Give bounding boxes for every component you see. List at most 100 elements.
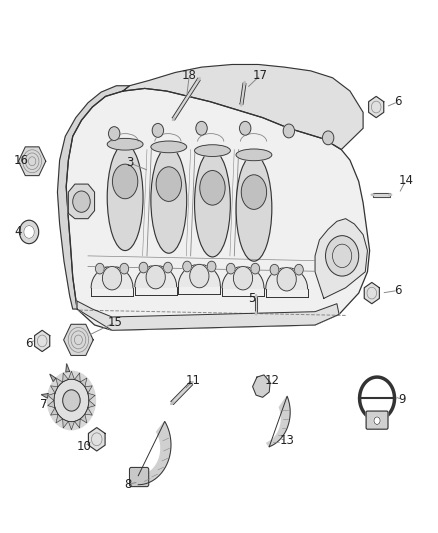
- Polygon shape: [18, 147, 46, 175]
- Text: 6: 6: [394, 95, 402, 108]
- Text: 12: 12: [265, 374, 280, 387]
- Ellipse shape: [113, 164, 138, 199]
- Ellipse shape: [200, 171, 225, 205]
- Ellipse shape: [198, 78, 200, 80]
- Circle shape: [283, 124, 294, 138]
- Polygon shape: [74, 373, 80, 382]
- Ellipse shape: [171, 401, 173, 405]
- Polygon shape: [91, 266, 133, 288]
- Polygon shape: [63, 419, 68, 428]
- Polygon shape: [123, 64, 363, 150]
- Circle shape: [102, 266, 122, 290]
- Circle shape: [190, 264, 209, 288]
- Circle shape: [322, 131, 334, 145]
- Circle shape: [183, 261, 191, 272]
- Circle shape: [196, 122, 207, 135]
- Text: 14: 14: [399, 174, 413, 187]
- Circle shape: [139, 262, 148, 273]
- Polygon shape: [77, 301, 339, 330]
- Circle shape: [152, 124, 163, 138]
- Polygon shape: [35, 330, 50, 352]
- Ellipse shape: [236, 155, 272, 261]
- Ellipse shape: [173, 117, 174, 120]
- Circle shape: [109, 127, 120, 141]
- Circle shape: [294, 264, 303, 275]
- Circle shape: [120, 263, 129, 274]
- Polygon shape: [172, 78, 200, 120]
- Polygon shape: [266, 268, 307, 289]
- Circle shape: [240, 122, 251, 135]
- Text: 13: 13: [279, 434, 294, 447]
- FancyBboxPatch shape: [130, 467, 149, 487]
- Ellipse shape: [241, 102, 242, 106]
- Text: 5: 5: [248, 292, 255, 305]
- Circle shape: [325, 236, 359, 276]
- Circle shape: [207, 261, 216, 272]
- Ellipse shape: [194, 151, 230, 257]
- Ellipse shape: [156, 167, 181, 201]
- Circle shape: [226, 263, 235, 274]
- Polygon shape: [50, 374, 56, 382]
- Polygon shape: [85, 386, 92, 393]
- Text: 9: 9: [399, 393, 406, 406]
- Circle shape: [146, 265, 165, 289]
- Polygon shape: [48, 400, 55, 408]
- Polygon shape: [74, 419, 80, 428]
- Polygon shape: [48, 393, 55, 400]
- Circle shape: [374, 417, 380, 424]
- Ellipse shape: [236, 149, 272, 161]
- Polygon shape: [51, 408, 58, 415]
- Polygon shape: [80, 414, 87, 423]
- Polygon shape: [68, 184, 95, 219]
- Polygon shape: [315, 219, 367, 298]
- Ellipse shape: [256, 295, 257, 298]
- Ellipse shape: [244, 82, 245, 85]
- Ellipse shape: [107, 144, 143, 251]
- Polygon shape: [267, 396, 290, 447]
- Text: 6: 6: [25, 337, 33, 350]
- Ellipse shape: [107, 139, 143, 150]
- Text: 15: 15: [108, 316, 123, 329]
- Ellipse shape: [151, 141, 187, 153]
- Polygon shape: [171, 382, 193, 405]
- Polygon shape: [64, 324, 93, 356]
- Circle shape: [277, 268, 296, 291]
- Text: 3: 3: [126, 156, 133, 169]
- Polygon shape: [240, 83, 246, 104]
- Ellipse shape: [190, 382, 193, 385]
- Text: 17: 17: [253, 69, 268, 82]
- Polygon shape: [68, 371, 74, 379]
- Polygon shape: [56, 414, 63, 423]
- Polygon shape: [56, 378, 63, 387]
- Polygon shape: [66, 88, 370, 330]
- Ellipse shape: [256, 312, 257, 315]
- Polygon shape: [373, 193, 390, 197]
- Polygon shape: [57, 86, 130, 309]
- Polygon shape: [80, 378, 87, 387]
- Polygon shape: [66, 364, 70, 372]
- Polygon shape: [63, 373, 68, 382]
- Polygon shape: [369, 96, 384, 118]
- Text: 10: 10: [77, 440, 92, 453]
- Circle shape: [73, 191, 90, 212]
- Text: 11: 11: [185, 374, 200, 387]
- Circle shape: [270, 264, 279, 275]
- Polygon shape: [88, 400, 95, 408]
- Circle shape: [54, 379, 89, 422]
- Circle shape: [47, 371, 95, 430]
- Polygon shape: [138, 422, 171, 484]
- Circle shape: [24, 225, 34, 238]
- Ellipse shape: [371, 194, 374, 196]
- Text: 16: 16: [14, 154, 29, 167]
- Text: 7: 7: [40, 398, 47, 411]
- Polygon shape: [88, 427, 105, 451]
- Polygon shape: [222, 266, 264, 288]
- Ellipse shape: [389, 194, 392, 196]
- Polygon shape: [51, 386, 58, 393]
- Circle shape: [95, 263, 104, 274]
- Ellipse shape: [151, 147, 187, 253]
- Text: 6: 6: [394, 284, 402, 297]
- Polygon shape: [41, 393, 48, 398]
- Polygon shape: [255, 296, 258, 313]
- Polygon shape: [135, 265, 177, 287]
